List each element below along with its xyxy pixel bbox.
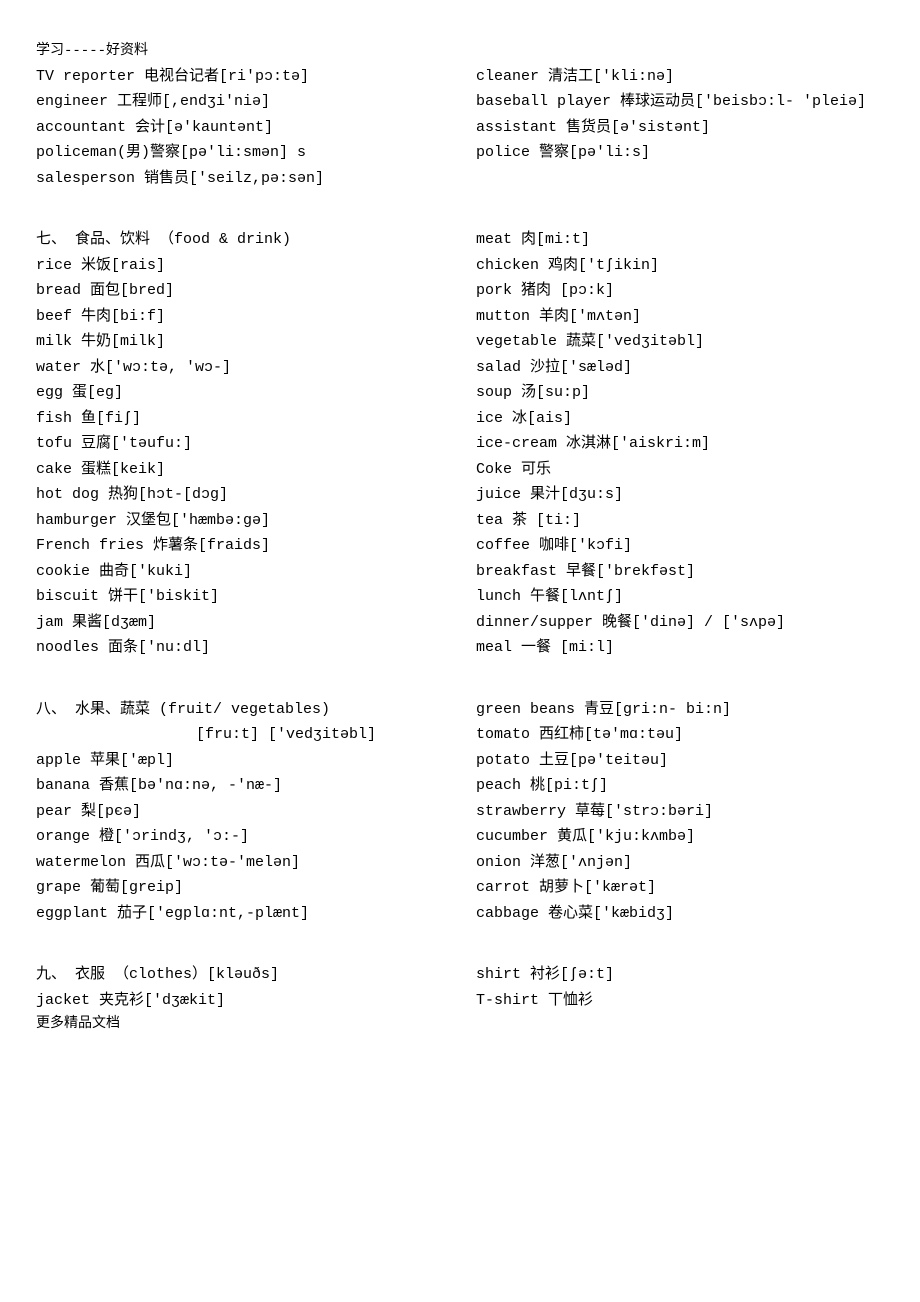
column-right: shirt 衬衫[ʃə:t] T-shirt 丅恤衫: [476, 944, 884, 1013]
vocab-entry: lunch 午餐[lʌntʃ]: [476, 584, 884, 610]
vocab-entry: assistant 售货员[ə'sistənt]: [476, 115, 884, 141]
vocab-entry: jacket 夹克衫['dʒækit]: [36, 988, 476, 1014]
vocab-block-clothes: 九、 衣服 （clothes）[kləuðs] jacket 夹克衫['dʒæk…: [36, 944, 884, 1013]
vocab-entry: onion 洋葱['ʌnjən]: [476, 850, 884, 876]
vocab-entry: meal 一餐 [mi:l]: [476, 635, 884, 661]
vocab-entry: accountant 会计[ə'kauntənt]: [36, 115, 476, 141]
page-header: 学习-----好资料: [36, 40, 884, 64]
vocab-entry: apple 苹果['æpl]: [36, 748, 476, 774]
vocab-entry: breakfast 早餐['brekfəst]: [476, 559, 884, 585]
page-footer: 更多精品文档: [36, 1013, 884, 1037]
vocab-entry: cake 蛋糕[keik]: [36, 457, 476, 483]
vocab-entry: peach 桃[pi:tʃ]: [476, 773, 884, 799]
vocab-entry: meat 肉[mi:t]: [476, 227, 884, 253]
vocab-entry: salad 沙拉['sæləd]: [476, 355, 884, 381]
vocab-entry: dinner/supper 晚餐['dinə] / ['sʌpə]: [476, 610, 884, 636]
vocab-entry: chicken 鸡肉['tʃikin]: [476, 253, 884, 279]
vocab-entry: noodles 面条['nu:dl]: [36, 635, 476, 661]
vocab-entry: engineer 工程师[,endʒi'niə]: [36, 89, 476, 115]
vocab-entry: milk 牛奶[milk]: [36, 329, 476, 355]
vocab-entry: tomato 西红柿[tə'mɑ:təu]: [476, 722, 884, 748]
vocab-entry: eggplant 茄子['egplɑ:nt,-plænt]: [36, 901, 476, 927]
vocab-entry: strawberry 草莓['strɔ:bəri]: [476, 799, 884, 825]
vocab-entry: salesperson 销售员['seilz,pə:sən]: [36, 166, 476, 192]
column-right: meat 肉[mi:t] chicken 鸡肉['tʃikin] pork 猪肉…: [476, 209, 884, 661]
vocab-entry: cucumber 黄瓜['kju:kʌmbə]: [476, 824, 884, 850]
vocab-entry: ice-cream 冰淇淋['aiskri:m]: [476, 431, 884, 457]
vocab-entry: tofu 豆腐['təufu:]: [36, 431, 476, 457]
vocab-entry: TV reporter 电视台记者[ri'pɔ:tə]: [36, 64, 476, 90]
vocab-entry: pork 猪肉 [pɔ:k]: [476, 278, 884, 304]
column-left: 八、 水果、蔬菜 (fruit/ vegetables) [fru:t] ['v…: [36, 679, 476, 927]
vocab-entry: potato 土豆[pə'teitəu]: [476, 748, 884, 774]
vocab-entry: tea 茶 [ti:]: [476, 508, 884, 534]
vocab-entry: hamburger 汉堡包['hæmbə:gə]: [36, 508, 476, 534]
vocab-entry: grape 葡萄[greip]: [36, 875, 476, 901]
vocab-entry: coffee 咖啡['kɔfi]: [476, 533, 884, 559]
column-right: green beans 青豆[gri:n- bi:n] tomato 西红柿[t…: [476, 679, 884, 927]
section-title: 七、 食品、饮料 （food & drink): [36, 227, 476, 253]
vocab-entry: fish 鱼[fiʃ]: [36, 406, 476, 432]
vocab-entry: shirt 衬衫[ʃə:t]: [476, 962, 884, 988]
vocab-entry: orange 橙['ɔrindʒ, 'ɔ:-]: [36, 824, 476, 850]
vocab-block-fruit: 八、 水果、蔬菜 (fruit/ vegetables) [fru:t] ['v…: [36, 679, 884, 927]
vocab-entry: Coke 可乐: [476, 457, 884, 483]
vocab-block-food: 七、 食品、饮料 （food & drink) rice 米饭[rais] br…: [36, 209, 884, 661]
vocab-entry: green beans 青豆[gri:n- bi:n]: [476, 697, 884, 723]
vocab-entry: juice 果汁[dʒu:s]: [476, 482, 884, 508]
vocab-entry: rice 米饭[rais]: [36, 253, 476, 279]
vocab-entry: T-shirt 丅恤衫: [476, 988, 884, 1014]
vocab-entry: mutton 羊肉['mʌtən]: [476, 304, 884, 330]
vocab-entry: water 水['wɔ:tə, 'wɔ-]: [36, 355, 476, 381]
vocab-entry: cookie 曲奇['kuki]: [36, 559, 476, 585]
vocab-entry: watermelon 西瓜['wɔ:tə-'melən]: [36, 850, 476, 876]
vocab-entry: beef 牛肉[bi:f]: [36, 304, 476, 330]
vocab-entry: French fries 炸薯条[fraids]: [36, 533, 476, 559]
vocab-entry: hot dog 热狗[hɔt-[dɔg]: [36, 482, 476, 508]
section-title: 八、 水果、蔬菜 (fruit/ vegetables): [36, 697, 476, 723]
column-left: TV reporter 电视台记者[ri'pɔ:tə] engineer 工程师…: [36, 64, 476, 192]
vocab-entry: egg 蛋[eg]: [36, 380, 476, 406]
vocab-entry: bread 面包[bred]: [36, 278, 476, 304]
vocab-entry: policeman(男)警察[pə'li:smən] s: [36, 140, 476, 166]
vocab-entry: carrot 胡萝卜['kærət]: [476, 875, 884, 901]
column-right: cleaner 清洁工['kli:nə] baseball player 棒球运…: [476, 64, 884, 192]
vocab-entry: soup 汤[su:p]: [476, 380, 884, 406]
vocab-entry: baseball player 棒球运动员['beisbɔ:l- 'pleiə]: [476, 89, 884, 115]
vocab-entry: police 警察[pə'li:s]: [476, 140, 884, 166]
vocab-entry: ice 冰[ais]: [476, 406, 884, 432]
vocab-entry: jam 果酱[dʒæm]: [36, 610, 476, 636]
vocab-block-jobs: TV reporter 电视台记者[ri'pɔ:tə] engineer 工程师…: [36, 64, 884, 192]
vocab-entry: pear 梨[pєə]: [36, 799, 476, 825]
column-left: 七、 食品、饮料 （food & drink) rice 米饭[rais] br…: [36, 209, 476, 661]
section-title: 九、 衣服 （clothes）[kləuðs]: [36, 962, 476, 988]
vocab-entry: cabbage 卷心菜['kæbidʒ]: [476, 901, 884, 927]
vocab-entry: cleaner 清洁工['kli:nə]: [476, 64, 884, 90]
vocab-entry: [fru:t] ['vedʒitəbl]: [36, 722, 476, 748]
column-left: 九、 衣服 （clothes）[kləuðs] jacket 夹克衫['dʒæk…: [36, 944, 476, 1013]
vocab-entry: banana 香蕉[bə'nɑ:nə, -'næ-]: [36, 773, 476, 799]
vocab-entry: biscuit 饼干['biskit]: [36, 584, 476, 610]
vocab-entry: vegetable 蔬菜['vedʒitəbl]: [476, 329, 884, 355]
